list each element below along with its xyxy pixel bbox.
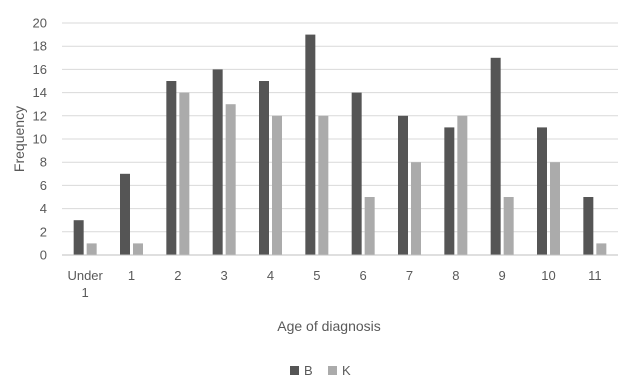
y-tick-label: 4: [40, 201, 47, 216]
bar-k: [364, 197, 375, 255]
y-axis-title: Frequency: [11, 106, 27, 172]
y-tick-label: 10: [33, 132, 47, 147]
x-tick-label: 9: [499, 268, 506, 283]
bar-k: [318, 115, 329, 255]
bar-k: [596, 243, 607, 255]
y-tick-label: 8: [40, 155, 47, 170]
bar-b: [351, 92, 362, 255]
x-tick-label: 7: [406, 268, 413, 283]
x-axis-title: Age of diagnosis: [277, 318, 381, 334]
x-tick-label: 6: [360, 268, 367, 283]
x-tick-label: 10: [541, 268, 555, 283]
x-tick-label: 4: [267, 268, 274, 283]
bar-k: [133, 243, 143, 255]
bar-b: [120, 173, 130, 255]
y-tick-label: 2: [40, 224, 47, 239]
y-tick-label: 20: [33, 16, 47, 31]
bar-k: [550, 162, 560, 255]
y-tick-label: 18: [33, 39, 47, 54]
bar-b: [73, 220, 84, 255]
y-tick-label: 14: [33, 85, 47, 100]
bar-b: [444, 127, 455, 255]
legend-label-k: K: [342, 363, 351, 378]
bar-k: [86, 243, 97, 255]
legend-swatch-k: [328, 366, 337, 375]
bar-b: [212, 69, 223, 256]
x-tick-label: 1: [128, 268, 135, 283]
legend-swatch-b: [290, 366, 299, 375]
x-tick-label: 11: [588, 268, 602, 283]
bar-k: [272, 115, 282, 255]
legend-label-b: B: [304, 363, 313, 378]
x-tick-label: 8: [452, 268, 459, 283]
bar-k: [457, 115, 468, 255]
bar-k: [503, 197, 514, 255]
bars: [73, 34, 607, 256]
x-tick-label: Under 1: [67, 268, 103, 300]
y-tick-label: 12: [33, 108, 47, 123]
bar-k: [179, 92, 190, 255]
bar-b: [398, 115, 408, 255]
bar-b: [537, 127, 547, 255]
x-tick-label: 2: [174, 268, 181, 283]
bar-b: [490, 57, 501, 255]
y-tick-label: 0: [40, 248, 47, 263]
bar-k: [411, 162, 421, 255]
y-axis-ticks: 0 2 4 6 8 10 12 14 16 18 20: [33, 16, 47, 263]
bar-k: [225, 104, 236, 255]
bar-b: [166, 81, 177, 255]
x-tick-label: 5: [313, 268, 320, 283]
bar-b: [259, 81, 269, 255]
gridlines: [62, 22, 618, 233]
y-tick-label: 16: [33, 62, 47, 77]
bar-b: [583, 197, 594, 255]
y-tick-label: 6: [40, 178, 47, 193]
x-axis-ticks: Under 1 1 2 3 4 5 6 7 8 9 10 11: [67, 268, 601, 300]
bar-b: [305, 34, 316, 255]
x-tick-label: 3: [221, 268, 228, 283]
